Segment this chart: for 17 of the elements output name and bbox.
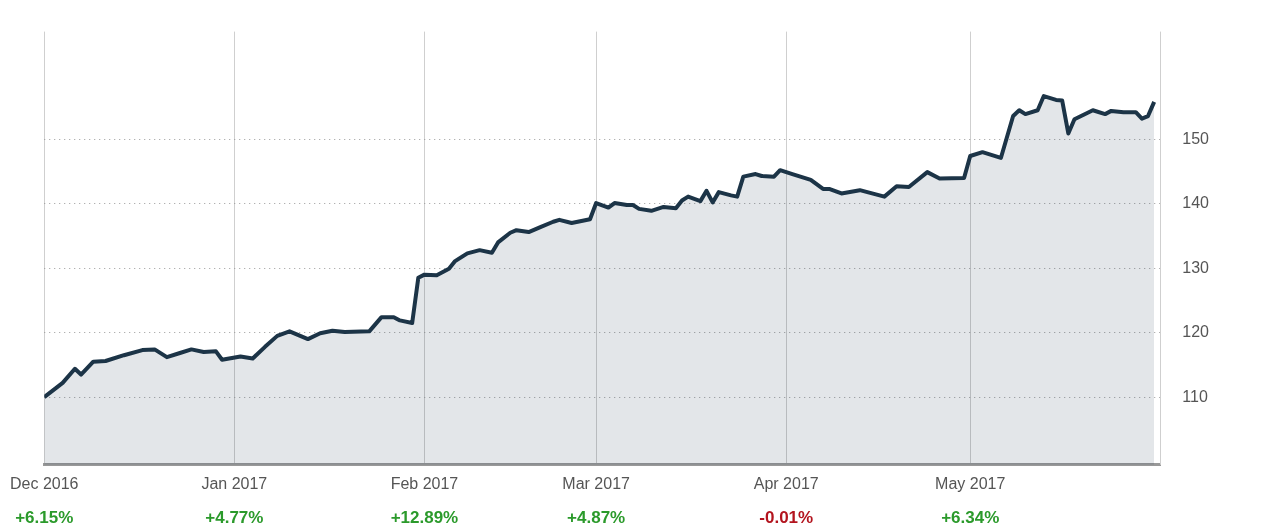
- text: +12.89%: [390, 508, 459, 527]
- x-tick-label: May 2017: [935, 474, 1006, 492]
- y-tick-label: 130: [1182, 258, 1210, 276]
- text: +4.77%: [205, 508, 264, 527]
- text: -0.01%: [759, 508, 814, 527]
- y-tick-label: 140: [1182, 194, 1210, 212]
- y-tick-label: 120: [1182, 323, 1210, 341]
- text: +6.15%: [15, 508, 74, 527]
- y-tick-label: 150: [1182, 129, 1210, 147]
- x-tick-label: Mar 2017: [562, 474, 631, 492]
- x-tick-label: Dec 2016: [10, 474, 79, 492]
- x-tick-label: Feb 2017: [390, 474, 459, 492]
- y-tick-label: 110: [1182, 387, 1208, 405]
- x-tick-label: Jan 2017: [201, 474, 268, 492]
- x-tick-label: Apr 2017: [753, 474, 819, 492]
- text: +6.34%: [941, 508, 1000, 527]
- text: +4.87%: [567, 508, 626, 527]
